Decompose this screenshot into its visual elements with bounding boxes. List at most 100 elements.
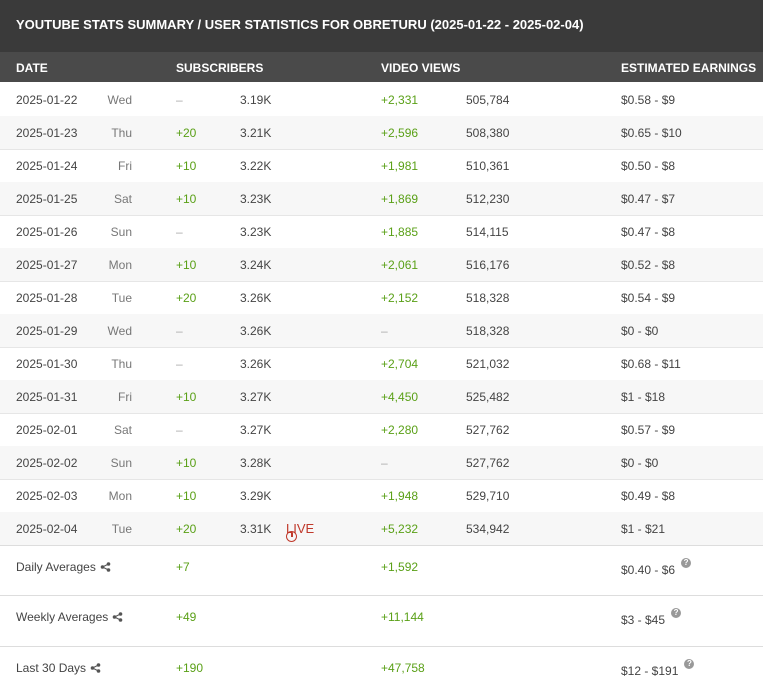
view-total-cell: 508,380 <box>466 126 510 140</box>
earnings-cell: $0.52 - $8 <box>621 258 676 272</box>
subscriber-change-cell: +10 <box>176 159 197 173</box>
column-header-earnings: ESTIMATED EARNINGS <box>621 61 757 75</box>
subscriber-total-cell: 3.26K <box>240 324 272 338</box>
earnings-cell: $0.49 - $8 <box>621 489 676 503</box>
table-row: 2025-01-30 Thu – 3.26K +2,704 521,032 $0.68 - … <box>0 347 763 381</box>
view-total-cell: 525,482 <box>466 390 510 404</box>
view-total-cell: 518,328 <box>466 324 510 338</box>
view-change-cell: +2,704 <box>381 357 419 371</box>
date-cell: 2025-02-04 <box>16 522 78 536</box>
subscriber-total-cell: 3.26K <box>240 291 272 305</box>
summary-earnings-text: $0.40 - $6 <box>621 563 676 577</box>
clock-icon <box>286 531 297 542</box>
date-cell: 2025-01-30 <box>16 357 78 371</box>
subscriber-total-cell: 3.23K <box>240 192 272 206</box>
view-change-cell: +2,331 <box>381 93 419 107</box>
subscriber-total-cell: 3.27K <box>240 423 272 437</box>
weekday-cell: Sat <box>113 192 132 206</box>
subscriber-change-cell: +10 <box>176 192 197 206</box>
earnings-cell: $0.57 - $9 <box>621 423 676 437</box>
table-row: 2025-02-04 Tue +20 3.31K +5,232 534,942 $1 - $… <box>0 512 763 546</box>
view-change-cell: – <box>381 456 388 470</box>
subscriber-total-cell: 3.24K <box>240 258 272 272</box>
view-total-cell: 521,032 <box>466 357 510 371</box>
date-cell: 2025-01-23 <box>16 126 78 140</box>
help-icon[interactable]: ? <box>681 558 692 568</box>
column-header-video-views: VIDEO VIEWS <box>381 61 461 75</box>
summary-earnings-text: $12 - $191 <box>621 664 679 678</box>
subscriber-total-cell: 3.26K <box>240 357 272 371</box>
earnings-cell: $0.54 - $9 <box>621 291 676 305</box>
subscriber-change-cell: +20 <box>176 522 197 536</box>
view-change-cell: +4,450 <box>381 390 419 404</box>
help-icon[interactable]: ? <box>671 608 682 618</box>
subscriber-change-cell: – <box>176 357 183 371</box>
table-row: 2025-01-25 Sat +10 3.23K +1,869 512,230 $0.47 … <box>0 182 763 216</box>
weekday-cell: Thu <box>111 357 132 371</box>
view-change-cell: +2,152 <box>381 291 419 305</box>
table-row: 2025-01-22 Wed – 3.19K +2,331 505,784 $0.58 - … <box>0 83 763 117</box>
view-total-cell: 512,230 <box>466 192 510 206</box>
summary-subscribers: +190 <box>176 661 204 675</box>
view-change-cell: +2,061 <box>381 258 419 272</box>
weekday-cell: Sun <box>110 225 132 239</box>
subscriber-change-cell: +20 <box>176 291 197 305</box>
weekday-cell: Mon <box>108 258 132 272</box>
date-cell: 2025-01-22 <box>16 93 78 107</box>
table-row: 2025-01-23 Thu +20 3.21K +2,596 508,380 $0.65 … <box>0 116 763 150</box>
subscriber-change-cell: +10 <box>176 489 197 503</box>
date-cell: 2025-01-25 <box>16 192 78 206</box>
summary-subscribers: +49 <box>176 610 197 624</box>
live-indicator[interactable]: LIVE <box>286 521 314 542</box>
share-icon[interactable] <box>112 612 123 622</box>
share-icon[interactable] <box>100 562 111 572</box>
subscriber-change-cell: +10 <box>176 390 197 404</box>
summary-views: +47,758 <box>381 661 425 675</box>
summary-row: Weekly Averages +49 +11,144 $3 - $45? <box>0 595 763 647</box>
view-change-cell: – <box>381 324 388 338</box>
date-cell: 2025-02-01 <box>16 423 78 437</box>
subscriber-change-cell: – <box>176 225 183 239</box>
subscriber-total-cell: 3.23K <box>240 225 272 239</box>
summary-earnings-text: $3 - $45 <box>621 613 666 627</box>
weekday-cell: Wed <box>107 324 132 338</box>
earnings-cell: $1 - $21 <box>621 522 666 536</box>
share-icon[interactable] <box>90 663 101 673</box>
earnings-cell: $0.68 - $11 <box>621 357 681 371</box>
summary-earnings: $0.40 - $6? <box>621 558 692 577</box>
summary-row: Daily Averages +7 +1,592 $0.40 - $6? <box>0 545 763 596</box>
weekday-cell: Tue <box>111 291 132 305</box>
table-row: 2025-01-26 Sun – 3.23K +1,885 514,115 $0.47 - … <box>0 215 763 249</box>
view-total-cell: 518,328 <box>466 291 510 305</box>
subscriber-change-cell: +10 <box>176 456 197 470</box>
summary-label-text: Weekly Averages <box>16 610 109 624</box>
table-row: 2025-02-01 Sat – 3.27K +2,280 527,762 $0.57 - … <box>0 413 763 447</box>
weekday-cell: Wed <box>107 93 132 107</box>
subscriber-total-cell: 3.22K <box>240 159 272 173</box>
summary-views: +11,144 <box>381 610 424 624</box>
weekday-cell: Fri <box>118 390 132 404</box>
date-cell: 2025-01-28 <box>16 291 78 305</box>
weekday-cell: Thu <box>111 126 132 140</box>
page-title: YOUTUBE STATS SUMMARY / USER STATISTICS … <box>16 17 584 32</box>
column-header-date: DATE <box>16 61 48 75</box>
view-change-cell: +2,280 <box>381 423 419 437</box>
table-row: 2025-01-28 Tue +20 3.26K +2,152 518,328 $0.54 … <box>0 281 763 315</box>
summary-subscribers: +7 <box>176 560 190 574</box>
view-change-cell: +1,869 <box>381 192 419 206</box>
subscriber-change-cell: – <box>176 324 183 338</box>
summary-views: +1,592 <box>381 560 419 574</box>
view-total-cell: 527,762 <box>466 423 510 437</box>
weekday-cell: Tue <box>111 522 132 536</box>
subscriber-total-cell: 3.29K <box>240 489 272 503</box>
earnings-cell: $0.47 - $8 <box>621 225 676 239</box>
summary-earnings: $3 - $45? <box>621 608 682 627</box>
date-cell: 2025-01-26 <box>16 225 78 239</box>
subscriber-total-cell: 3.19K <box>240 93 272 107</box>
summary-label: Last 30 Days <box>16 661 101 675</box>
table-row: 2025-01-31 Fri +10 3.27K +4,450 525,482 $1 - $… <box>0 380 763 414</box>
weekday-cell: Fri <box>118 159 132 173</box>
table-row: 2025-01-24 Fri +10 3.22K +1,981 510,361 $0.50 … <box>0 149 763 183</box>
help-icon[interactable]: ? <box>684 659 695 669</box>
table-header: DATE SUBSCRIBERS VIDEO VIEWS ESTIMATED E… <box>0 52 763 82</box>
